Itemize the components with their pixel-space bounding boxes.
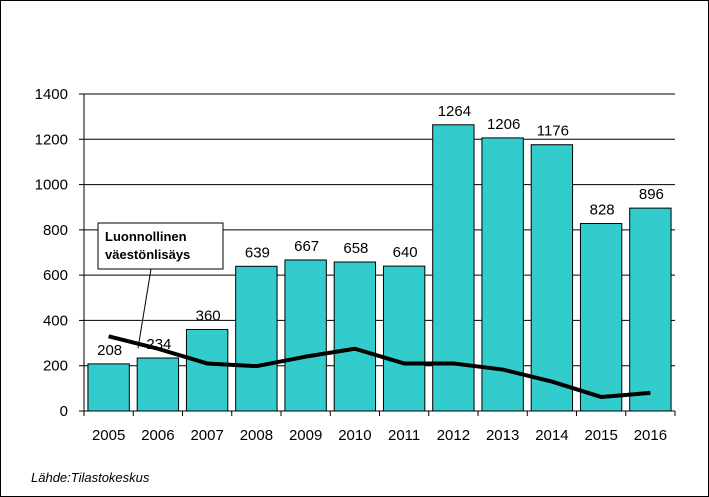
x-tick-label: 2010 <box>338 427 371 444</box>
bar <box>235 265 278 412</box>
x-tick-label: 2012 <box>437 427 470 444</box>
x-tick-label: 2015 <box>584 427 617 444</box>
natural-growth-line <box>108 334 651 399</box>
annotation-box <box>97 222 224 270</box>
x-tick-label: 2007 <box>190 427 223 444</box>
bar-data-label: 658 <box>343 240 368 257</box>
source-note: Lähde:Tilastokeskus <box>31 470 150 485</box>
bar <box>481 137 524 412</box>
y-tick-label: 1200 <box>35 131 68 148</box>
bar-line-chart: 0 200 400 600 800 1000 1200 1400 2005 2006 2007 200… <box>35 86 676 444</box>
bar <box>629 207 672 412</box>
y-tick-label: 1400 <box>35 86 68 103</box>
x-tick-label: 2011 <box>388 427 420 444</box>
bar-data-label: 208 <box>97 342 122 359</box>
bar <box>185 328 229 412</box>
x-tick-label: 2008 <box>240 427 273 444</box>
x-tick-label: 2005 <box>92 427 125 444</box>
bar <box>87 363 130 412</box>
annotation-text: väestönlisäys <box>105 247 190 262</box>
x-tick-label: 2014 <box>535 427 568 444</box>
bar <box>530 144 574 412</box>
y-tick-label: 0 <box>60 403 68 420</box>
y-tick-label: 400 <box>43 312 68 329</box>
bar-data-label: 1176 <box>537 123 569 140</box>
bar <box>333 261 377 412</box>
bar-data-label: 1264 <box>438 103 471 120</box>
y-tick-label: 200 <box>43 358 68 375</box>
annotation-leader-line <box>137 268 152 349</box>
x-tick-label: 2006 <box>141 427 174 444</box>
bar <box>432 124 475 412</box>
bar-data-label: 667 <box>294 238 319 255</box>
bar <box>284 259 327 412</box>
bar-data-label: 234 <box>146 336 171 353</box>
bar-data-label: 639 <box>245 244 270 261</box>
y-tick-label: 600 <box>43 267 68 284</box>
bar <box>579 223 623 412</box>
bar <box>382 265 426 412</box>
bar-data-label: 896 <box>639 186 664 203</box>
bar-data-label: 828 <box>590 202 615 219</box>
x-tick-label: 2013 <box>486 427 519 444</box>
bar-data-label: 1206 <box>487 116 520 133</box>
y-tick-label: 800 <box>43 222 68 239</box>
y-tick-label: 1000 <box>35 177 68 194</box>
bar <box>136 357 180 412</box>
bar-data-label: 360 <box>196 307 221 324</box>
annotation-text: Luonnollinen <box>105 229 187 244</box>
x-tick-label: 2016 <box>634 427 667 444</box>
bar-data-label: 640 <box>393 244 418 261</box>
x-tick-label: 2009 <box>289 427 322 444</box>
